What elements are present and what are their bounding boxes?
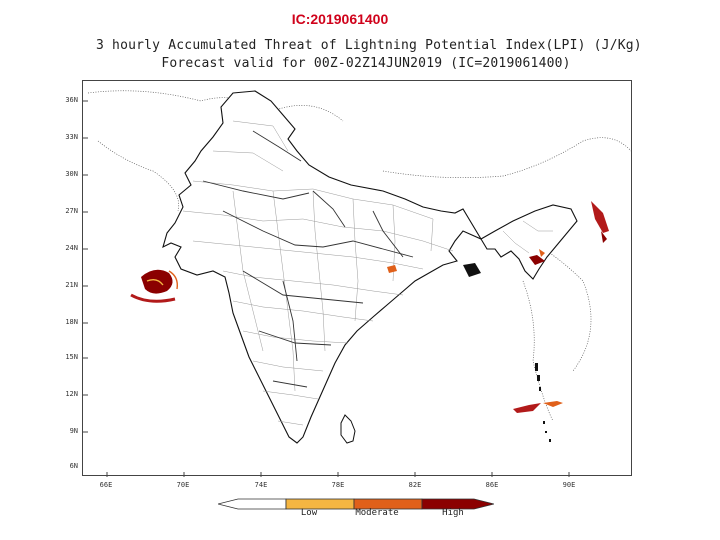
lat-label-12n: 12N [65, 390, 78, 398]
axis-ticks [83, 100, 570, 477]
lat-label-6n: 6N [69, 462, 78, 470]
sri-lanka-outline [340, 414, 356, 444]
colorbar-none-segment [218, 498, 287, 510]
lpi-colorbar [218, 498, 494, 510]
lon-label-70e: 70E [176, 481, 190, 489]
lpi-map [83, 90, 632, 477]
initial-condition-label: IC:2019061400 [291, 11, 389, 27]
lpi-threat-central-india [387, 265, 397, 273]
map-title-line-2: Forecast valid for 00Z-02Z14JUN2019 (IC=… [161, 56, 571, 71]
lat-label-36n: 36N [65, 96, 78, 104]
lpi-threat-andaman-sea [513, 401, 563, 413]
legend-label-low: Low [300, 508, 318, 518]
lat-label-15n: 15N [65, 353, 78, 361]
india-outline [162, 90, 483, 444]
map-title-line-1: 3 hourly Accumulated Threat of Lightning… [96, 38, 642, 53]
lpi-threat-arabian-sea-cyclone [130, 269, 179, 303]
lon-label-82e: 82E [408, 481, 422, 489]
northeast-india-outline [480, 204, 578, 280]
lpi-threat-northeast [529, 201, 609, 265]
map-frame [82, 80, 632, 477]
lat-label-21n: 21N [65, 281, 78, 289]
lon-label-66e: 66E [99, 481, 113, 489]
lat-label-30n: 30N [65, 170, 78, 178]
lat-label-9n: 9N [69, 427, 78, 435]
lon-label-90e: 90E [562, 481, 576, 489]
legend-label-moderate: Moderate [355, 508, 399, 518]
lon-label-78e: 78E [331, 481, 345, 489]
colorbar-high-segment [421, 498, 494, 510]
lat-label-24n: 24N [65, 244, 78, 252]
andaman-nicobar-islands [535, 363, 551, 442]
lon-label-86e: 86E [485, 481, 499, 489]
bangladesh-coast-dark [463, 263, 481, 277]
lat-label-18n: 18N [65, 318, 78, 326]
lat-label-27n: 27N [65, 207, 78, 215]
state-boundaries [202, 130, 414, 388]
lon-label-74e: 74E [254, 481, 268, 489]
lat-label-33n: 33N [65, 133, 78, 141]
legend-label-high: High [442, 508, 464, 518]
neighbor-borders [87, 90, 632, 422]
